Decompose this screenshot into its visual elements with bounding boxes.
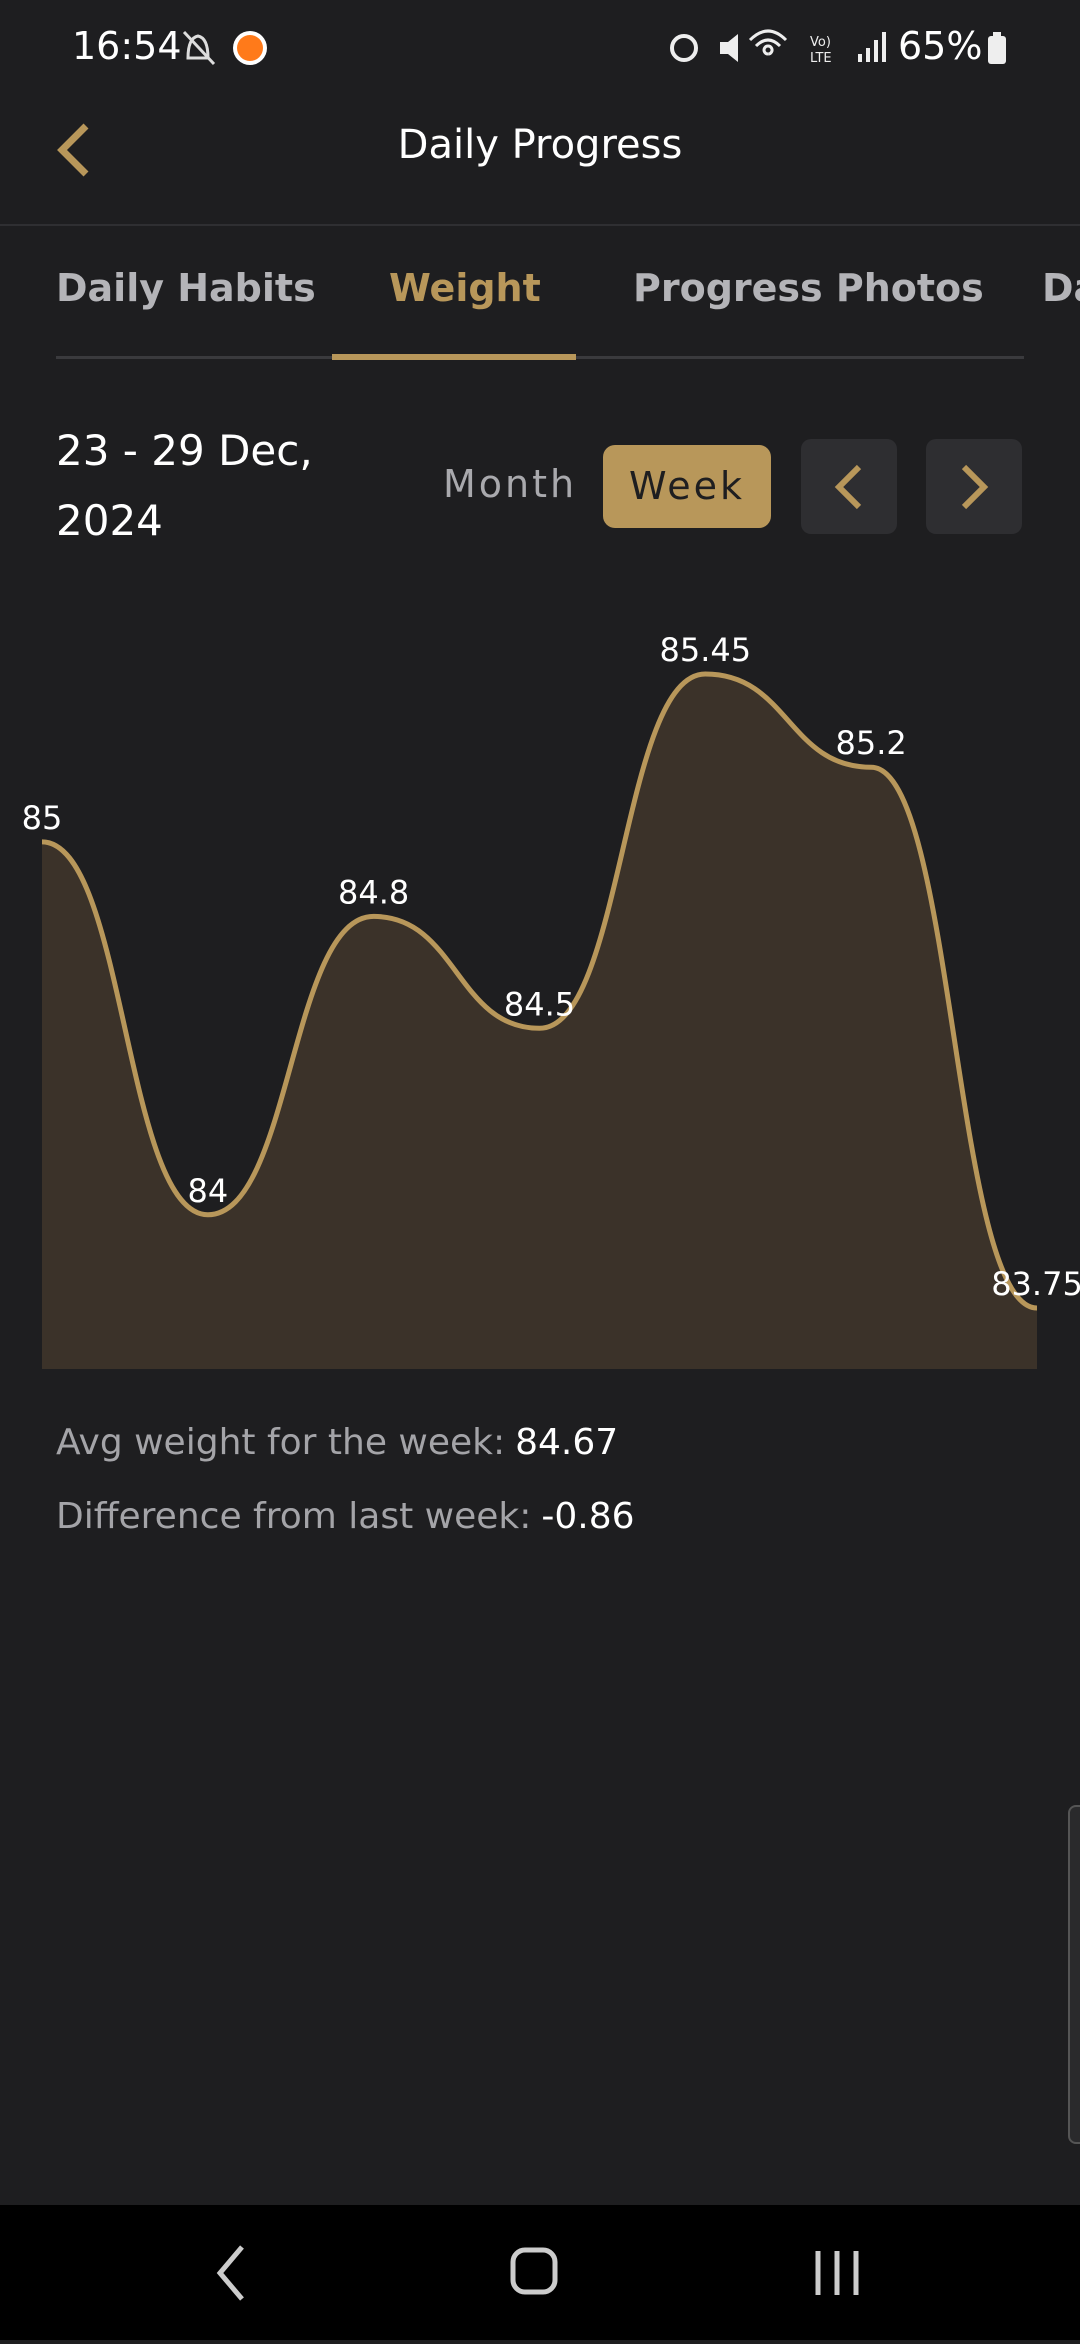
scrollbar — [1068, 1805, 1080, 2144]
nav-back[interactable] — [216, 2245, 244, 2301]
diff-stat: Difference from last week: -0.86 — [56, 1496, 635, 1537]
weight-chart: 85 84 84.8 84.5 85.45 85.2 83.75 — [22, 631, 1080, 1369]
svg-text:Vo): Vo) — [810, 35, 831, 50]
line — [41, 671, 1038, 1311]
data-label: 84.8 — [338, 873, 409, 911]
next-button[interactable] — [926, 439, 1022, 534]
data-label: 85.45 — [660, 631, 752, 669]
svg-text:LTE: LTE — [810, 51, 832, 66]
nav-home[interactable] — [510, 2247, 558, 2295]
tab[interactable]: Daily Habits — [56, 266, 316, 310]
page-title: Daily Progress — [397, 122, 683, 168]
nav-icons — [216, 2245, 859, 2301]
divider — [0, 224, 1080, 226]
tab[interactable]: Da — [1042, 266, 1080, 310]
stat-label: Difference from last week: — [56, 1496, 532, 1537]
date-range: 23 - 29 Dec, 2024 — [56, 426, 313, 545]
tab-indicator — [332, 354, 576, 360]
data-label: 84 — [187, 1172, 228, 1210]
data-label: 85.2 — [836, 724, 907, 762]
data-label: 83.75 — [991, 1265, 1080, 1303]
prev-button[interactable] — [801, 439, 897, 534]
battery-icon — [988, 32, 1006, 64]
data-label: 84.5 — [504, 985, 575, 1023]
battery-level: 65% — [898, 24, 983, 68]
month-toggle[interactable]: Month — [443, 462, 578, 506]
data-label: 85 — [22, 799, 63, 837]
nav-bar — [0, 2205, 1080, 2340]
status-icons-right: Vo)LTE — [670, 29, 886, 66]
tab[interactable]: Progress Photos — [633, 266, 984, 310]
back-button[interactable] — [52, 120, 96, 180]
nav-recents[interactable] — [815, 2251, 859, 2295]
clock: 16:54 — [72, 24, 182, 68]
avg-stat: Avg weight for the week: 84.67 — [56, 1422, 618, 1463]
week-toggle[interactable]: Week — [603, 445, 771, 528]
status-icons-left — [182, 30, 267, 66]
tab[interactable]: Weight — [389, 266, 541, 310]
area — [42, 674, 1037, 1369]
stat-label: Avg weight for the week: — [56, 1422, 506, 1463]
stat-value: -0.86 — [541, 1496, 635, 1537]
stat-value: 84.67 — [515, 1422, 619, 1463]
